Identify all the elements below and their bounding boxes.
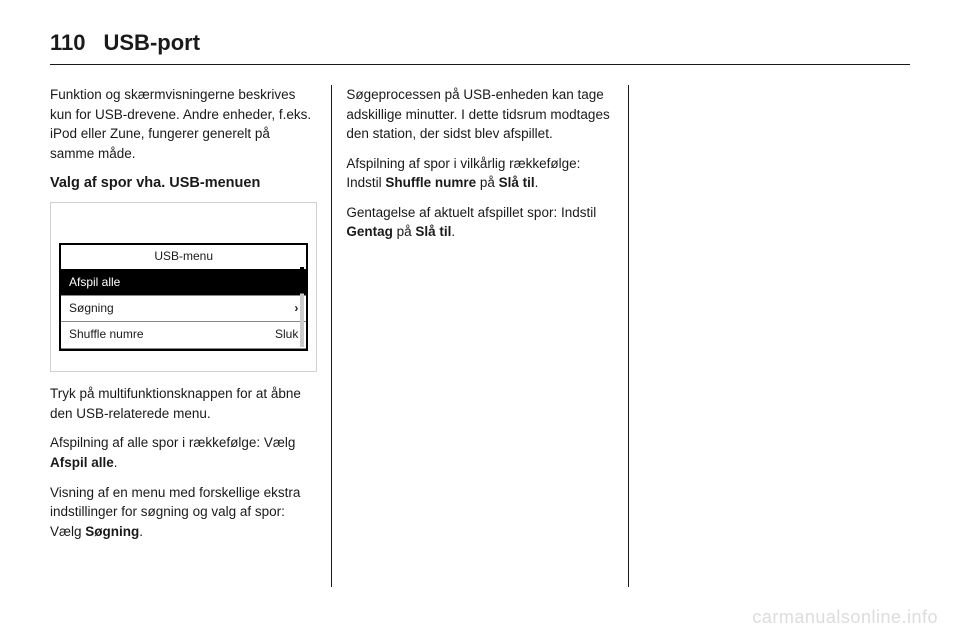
paragraph: Tryk på multifunktionsknappen for at åbn… <box>50 384 317 423</box>
text: . <box>535 175 539 190</box>
bold-text: Gentag <box>346 224 393 239</box>
bold-text: Slå til <box>415 224 451 239</box>
paragraph: Afspilning af alle spor i rækkefølge: Væ… <box>50 433 317 472</box>
column-1: Funktion og skærmvisningerne be­skrives … <box>50 85 331 587</box>
text: Gentagelse af aktuelt afspillet spor: In… <box>346 205 596 220</box>
menu-item-label: Shuffle numre <box>69 326 144 343</box>
bold-text: Afspil alle <box>50 455 114 470</box>
usb-menu-screenshot: USB-menu Afspil alle Søgning › Shuffle n… <box>50 202 317 372</box>
paragraph: Gentagelse af aktuelt afspillet spor: In… <box>346 203 613 242</box>
chevron-right-icon: › <box>294 300 298 317</box>
text: . <box>114 455 118 470</box>
paragraph: Afspilning af spor i vilkårlig række­føl… <box>346 154 613 193</box>
intro-paragraph: Funktion og skærmvisningerne be­skrives … <box>50 85 317 163</box>
menu-item-label: Søgning <box>69 300 114 317</box>
menu-item-right: Sluk <box>275 326 298 343</box>
column-2: Søgeprocessen på USB-enheden kan tage ad… <box>331 85 627 587</box>
bold-text: Shuffle numre <box>385 175 476 190</box>
page-header: 110 USB-port <box>50 30 910 56</box>
text: Afspilning af alle spor i rækkefølge: Væ… <box>50 435 295 450</box>
paragraph: Visning af en menu med forskellige ekstr… <box>50 483 317 542</box>
page-title: USB-port <box>104 30 201 56</box>
watermark: carmanualsonline.info <box>752 607 938 628</box>
header-divider <box>50 64 910 65</box>
paragraph: Søgeprocessen på USB-enheden kan tage ad… <box>346 85 613 144</box>
scrollbar-indicator <box>300 267 304 347</box>
bold-text: Søgning <box>85 524 139 539</box>
menu-title: USB-menu <box>61 245 306 269</box>
page-number: 110 <box>50 30 86 56</box>
text: på <box>393 224 416 239</box>
text: på <box>476 175 499 190</box>
menu-item-sogning: Søgning › <box>61 296 306 322</box>
bold-text: Slå til <box>499 175 535 190</box>
text: . <box>451 224 455 239</box>
text: . <box>139 524 143 539</box>
menu-item-shuffle: Shuffle numre Sluk <box>61 322 306 348</box>
section-heading: Valg af spor vha. USB-menuen <box>50 173 317 194</box>
menu-item-label: Afspil alle <box>69 274 120 291</box>
menu-box: USB-menu Afspil alle Søgning › Shuffle n… <box>59 243 308 351</box>
content-columns: Funktion og skærmvisningerne be­skrives … <box>50 85 910 587</box>
column-3 <box>628 85 910 587</box>
menu-item-afspil-alle: Afspil alle <box>61 270 306 296</box>
